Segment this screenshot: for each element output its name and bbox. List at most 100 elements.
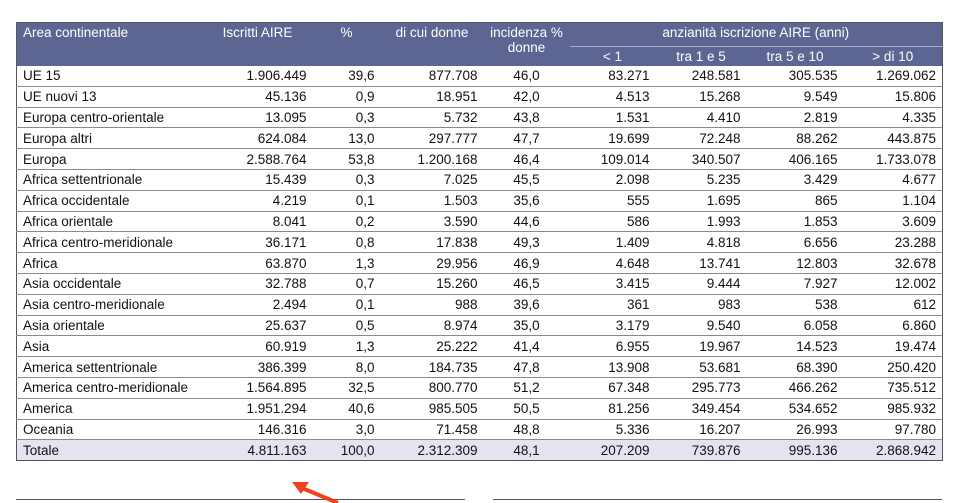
cell-tra5e10: 14.523 bbox=[746, 335, 844, 358]
cell-tra5e10: 305.535 bbox=[746, 66, 844, 87]
total-gt10: 2.868.942 bbox=[843, 439, 943, 462]
cell-area: Africa settentrionale bbox=[16, 169, 203, 191]
table-row: Europa 2.588.764 53,8 1.200.168 46,4 109.014 3… bbox=[16, 148, 943, 170]
cell-tra5e10: 406.165 bbox=[746, 148, 844, 170]
total-row: Totale 4.811.163 100,0 2.312.309 48,1 207.209… bbox=[16, 439, 943, 462]
cell-pct: 0,1 bbox=[312, 190, 381, 212]
cell-area: Asia centro-meridionale bbox=[16, 294, 203, 316]
cell-pct: 0,2 bbox=[312, 211, 381, 233]
table-row: Asia occidentale 32.788 0,7 15.260 46,5 3.415… bbox=[16, 273, 943, 295]
cell-pct: 39,6 bbox=[312, 66, 381, 87]
table-row: Asia orientale 25.637 0,5 8.974 35,0 3.179 9.5… bbox=[16, 315, 943, 337]
cell-area: Europa altri bbox=[16, 127, 203, 150]
cell-donne: 29.956 bbox=[380, 252, 484, 274]
cell-tra5e10: 3.429 bbox=[746, 169, 844, 191]
cell-tra1e5: 4.410 bbox=[655, 107, 747, 129]
cell-lt1: 83.271 bbox=[569, 66, 656, 87]
cell-lt1: 67.348 bbox=[569, 377, 656, 399]
total-area: Totale bbox=[16, 439, 203, 462]
cell-iscritti: 8.041 bbox=[202, 211, 313, 233]
cell-iscritti: 25.637 bbox=[202, 315, 313, 337]
cell-tra1e5: 19.967 bbox=[655, 335, 747, 358]
total-tra1e5: 739.876 bbox=[655, 439, 747, 462]
cell-pct: 0,3 bbox=[312, 169, 381, 191]
cell-incidenza: 49,3 bbox=[483, 231, 570, 254]
cell-tra1e5: 4.818 bbox=[655, 231, 747, 254]
cell-area: Africa occidentale bbox=[16, 190, 203, 212]
aire-registrations-table: Area continentale Iscritti AIRE % di cui… bbox=[16, 22, 944, 462]
cell-area: Europa bbox=[16, 148, 203, 170]
cell-pct: 1,3 bbox=[312, 252, 381, 274]
total-pct: 100,0 bbox=[312, 439, 381, 462]
cell-gt10: 250.420 bbox=[843, 356, 943, 378]
total-tra5e10: 995.136 bbox=[746, 439, 844, 462]
table-row: Asia centro-meridionale 2.494 0,1 988 39,6 36… bbox=[16, 294, 943, 316]
total-lt1: 207.209 bbox=[569, 439, 656, 462]
cell-donne: 1.200.168 bbox=[380, 148, 484, 170]
header-donne: di cui donne bbox=[380, 22, 484, 66]
cell-pct: 13,0 bbox=[312, 127, 381, 150]
cell-lt1: 555 bbox=[569, 190, 656, 212]
cell-tra1e5: 9.444 bbox=[655, 273, 747, 295]
table-row: UE 15 1.906.449 39,6 877.708 46,0 83.271 248.5… bbox=[16, 66, 943, 87]
divider-left bbox=[16, 499, 465, 500]
cell-pct: 3,0 bbox=[312, 419, 381, 441]
cell-donne: 3.590 bbox=[380, 211, 484, 233]
cell-incidenza: 46,5 bbox=[483, 273, 570, 295]
cell-tra1e5: 13.741 bbox=[655, 252, 747, 274]
cell-area: America centro-meridionale bbox=[16, 377, 203, 399]
cell-gt10: 985.932 bbox=[843, 398, 943, 420]
cell-iscritti: 63.870 bbox=[202, 252, 313, 274]
cell-incidenza: 48,8 bbox=[483, 419, 570, 441]
table-row: America settentrionale 386.399 8,0 184.735 4… bbox=[16, 356, 943, 378]
cell-tra5e10: 26.993 bbox=[746, 419, 844, 441]
cell-iscritti: 60.919 bbox=[202, 335, 313, 358]
cell-tra5e10: 68.390 bbox=[746, 356, 844, 378]
header-area: Area continentale bbox=[16, 22, 203, 66]
cell-tra5e10: 466.262 bbox=[746, 377, 844, 399]
table-row: America 1.951.294 40,6 985.505 50,5 81.256 349… bbox=[16, 398, 943, 420]
header-gt10: > di 10 bbox=[843, 46, 943, 66]
cell-area: America bbox=[16, 398, 203, 420]
cell-donne: 25.222 bbox=[380, 335, 484, 358]
table-row: Africa settentrionale 15.439 0,3 7.025 45,5 2… bbox=[16, 169, 943, 191]
cell-tra1e5: 16.207 bbox=[655, 419, 747, 441]
cell-lt1: 3.415 bbox=[569, 273, 656, 295]
cell-tra5e10: 12.803 bbox=[746, 252, 844, 274]
cell-area: Europa centro-orientale bbox=[16, 107, 203, 129]
cell-lt1: 3.179 bbox=[569, 315, 656, 337]
cell-donne: 877.708 bbox=[380, 66, 484, 87]
table-row: Oceania 146.316 3,0 71.458 48,8 5.336 16.207 26… bbox=[16, 419, 943, 441]
cell-incidenza: 45,5 bbox=[483, 169, 570, 191]
cell-iscritti: 4.219 bbox=[202, 190, 313, 212]
cell-gt10: 443.875 bbox=[843, 127, 943, 150]
cell-area: Oceania bbox=[16, 419, 203, 441]
cell-tra5e10: 6.656 bbox=[746, 231, 844, 254]
cell-tra1e5: 248.581 bbox=[655, 66, 747, 87]
table-body: UE 15 1.906.449 39,6 877.708 46,0 83.271 248.5… bbox=[16, 66, 943, 462]
cell-incidenza: 39,6 bbox=[483, 294, 570, 316]
cell-tra5e10: 2.819 bbox=[746, 107, 844, 129]
cell-tra5e10: 9.549 bbox=[746, 86, 844, 108]
cell-donne: 15.260 bbox=[380, 273, 484, 295]
cell-incidenza: 46,9 bbox=[483, 252, 570, 274]
table-row: Asia 60.919 1,3 25.222 41,4 6.955 19.967 14.523… bbox=[16, 335, 943, 358]
cell-gt10: 19.474 bbox=[843, 335, 943, 358]
cell-gt10: 12.002 bbox=[843, 273, 943, 295]
header-pct: % bbox=[312, 22, 381, 66]
divider-right bbox=[493, 499, 942, 500]
cell-gt10: 1.733.078 bbox=[843, 148, 943, 170]
cell-gt10: 23.288 bbox=[843, 231, 943, 254]
cell-tra5e10: 7.927 bbox=[746, 273, 844, 295]
cell-gt10: 4.677 bbox=[843, 169, 943, 191]
cell-donne: 297.777 bbox=[380, 127, 484, 150]
cell-iscritti: 15.439 bbox=[202, 169, 313, 191]
cell-tra5e10: 1.853 bbox=[746, 211, 844, 233]
cell-area: Africa bbox=[16, 252, 203, 274]
cell-tra1e5: 72.248 bbox=[655, 127, 747, 150]
cell-lt1: 6.955 bbox=[569, 335, 656, 358]
cell-tra5e10: 6.058 bbox=[746, 315, 844, 337]
cell-lt1: 1.531 bbox=[569, 107, 656, 129]
header-lt1: < 1 bbox=[569, 46, 656, 66]
cell-gt10: 15.806 bbox=[843, 86, 943, 108]
